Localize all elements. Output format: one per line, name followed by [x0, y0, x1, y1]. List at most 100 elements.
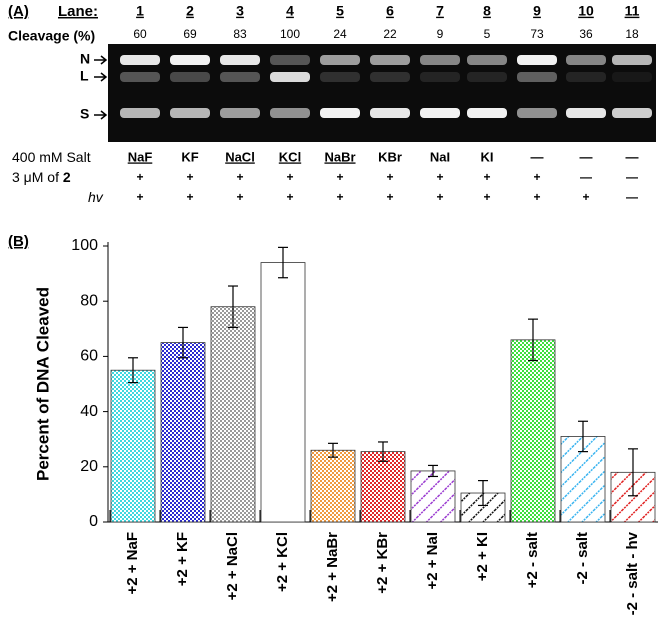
- row-cell: KCl: [279, 149, 301, 164]
- gel-band: [517, 72, 557, 82]
- row-cell: KI: [481, 149, 494, 164]
- lane-number: 5: [336, 3, 344, 19]
- x-tick-label: +2 + KF: [174, 532, 191, 586]
- bar: [160, 342, 206, 523]
- bar: [310, 449, 356, 523]
- row-cell: +: [236, 190, 243, 204]
- y-tick-label: 60: [80, 348, 98, 365]
- gel-band: [370, 108, 410, 118]
- gel-band: [170, 55, 210, 65]
- cleavage-value: 73: [530, 27, 544, 41]
- lane-number: 8: [483, 3, 491, 19]
- row-cell: +: [533, 170, 540, 184]
- error-bar: [578, 420, 588, 453]
- cleavage-value: 9: [437, 27, 444, 41]
- row-cell: +: [336, 190, 343, 204]
- error-bar: [528, 318, 538, 362]
- x-tick-label: +2 - salt: [524, 532, 541, 588]
- gel-band: [320, 55, 360, 65]
- band-arrow: [94, 110, 108, 120]
- lane-header: Lane:: [58, 3, 98, 20]
- error-bar: [478, 480, 488, 507]
- error-bar: [278, 246, 288, 279]
- gel-band: [170, 108, 210, 118]
- row-cell: +: [483, 190, 490, 204]
- lane-number: 4: [286, 3, 294, 19]
- row-cell: NaCl: [225, 149, 255, 164]
- row-label: hv: [88, 189, 104, 205]
- gel-band: [517, 108, 557, 118]
- gel-band: [566, 55, 606, 65]
- gel-band: [467, 108, 507, 118]
- cleavage-value: 5: [484, 27, 491, 41]
- gel-band: [467, 55, 507, 65]
- panel-label: (B): [8, 233, 29, 250]
- row-cell: —: [626, 149, 639, 164]
- gel-band: [370, 55, 410, 65]
- band-label: S: [80, 106, 89, 122]
- panel-label: (A): [8, 3, 29, 20]
- row-cell: +: [186, 190, 193, 204]
- x-tick-label: +2 + NaI: [424, 532, 441, 590]
- gel-band: [566, 108, 606, 118]
- cleavage-value: 100: [280, 27, 300, 41]
- row-cell: +: [386, 190, 393, 204]
- row-label-part: 3 μM of: [12, 169, 63, 185]
- x-tick-label: -2 - salt: [574, 532, 591, 585]
- row-cell: +: [286, 170, 293, 184]
- row-cell: +: [436, 170, 443, 184]
- error-bar: [228, 285, 238, 329]
- row-label-part: 400 mM Salt: [12, 149, 91, 165]
- gel-band: [467, 72, 507, 82]
- x-tick-label: +2 + NaCl: [224, 532, 241, 600]
- row-cell: +: [136, 190, 143, 204]
- row-cell: NaBr: [324, 149, 355, 164]
- bar: [410, 470, 456, 523]
- x-tick-label: +2 + KI: [474, 532, 491, 581]
- y-tick-label: 0: [89, 513, 98, 530]
- cleavage-value: 83: [233, 27, 247, 41]
- gel-band: [320, 72, 360, 82]
- gel-band: [270, 108, 310, 118]
- cleavage-value: 24: [333, 27, 347, 41]
- gel-band: [270, 72, 310, 82]
- y-axis-label: Percent of DNA Cleaved: [33, 287, 52, 481]
- row-cell: +: [533, 190, 540, 204]
- lane-number: 9: [533, 3, 541, 19]
- band-arrow: [94, 55, 108, 65]
- row-cell: +: [186, 170, 193, 184]
- cleavage-value: 22: [383, 27, 397, 41]
- row-label-part: hv: [88, 189, 104, 205]
- lane-number: 3: [236, 3, 244, 19]
- row-label-part: 2: [63, 169, 71, 185]
- gel-band: [120, 72, 160, 82]
- gel-band: [612, 55, 652, 65]
- lane-number: 1: [136, 3, 144, 19]
- row-cell: —: [580, 149, 593, 164]
- lane-number: 10: [578, 3, 594, 19]
- cleavage-value: 18: [625, 27, 639, 41]
- row-cell: NaI: [430, 149, 450, 164]
- row-cell: —: [626, 190, 638, 204]
- x-tick-label: +2 + KCl: [274, 532, 291, 592]
- lane-number: 7: [436, 3, 444, 19]
- row-label: 3 μM of 2: [12, 169, 71, 185]
- row-cell: KBr: [378, 149, 402, 164]
- gel-band: [270, 55, 310, 65]
- x-tick-label: +2 + NaBr: [324, 532, 341, 602]
- gel-band: [220, 55, 260, 65]
- error-bar: [628, 448, 638, 497]
- gel-band: [420, 72, 460, 82]
- gel-band: [220, 72, 260, 82]
- row-cell: +: [483, 170, 490, 184]
- band-label: N: [80, 51, 90, 67]
- error-bar: [328, 442, 338, 458]
- row-cell: +: [236, 170, 243, 184]
- row-cell: KF: [181, 149, 198, 164]
- gel-band: [420, 55, 460, 65]
- y-tick-label: 80: [80, 292, 98, 309]
- error-bar: [378, 441, 388, 462]
- row-cell: —: [531, 149, 544, 164]
- y-tick-label: 40: [80, 403, 98, 420]
